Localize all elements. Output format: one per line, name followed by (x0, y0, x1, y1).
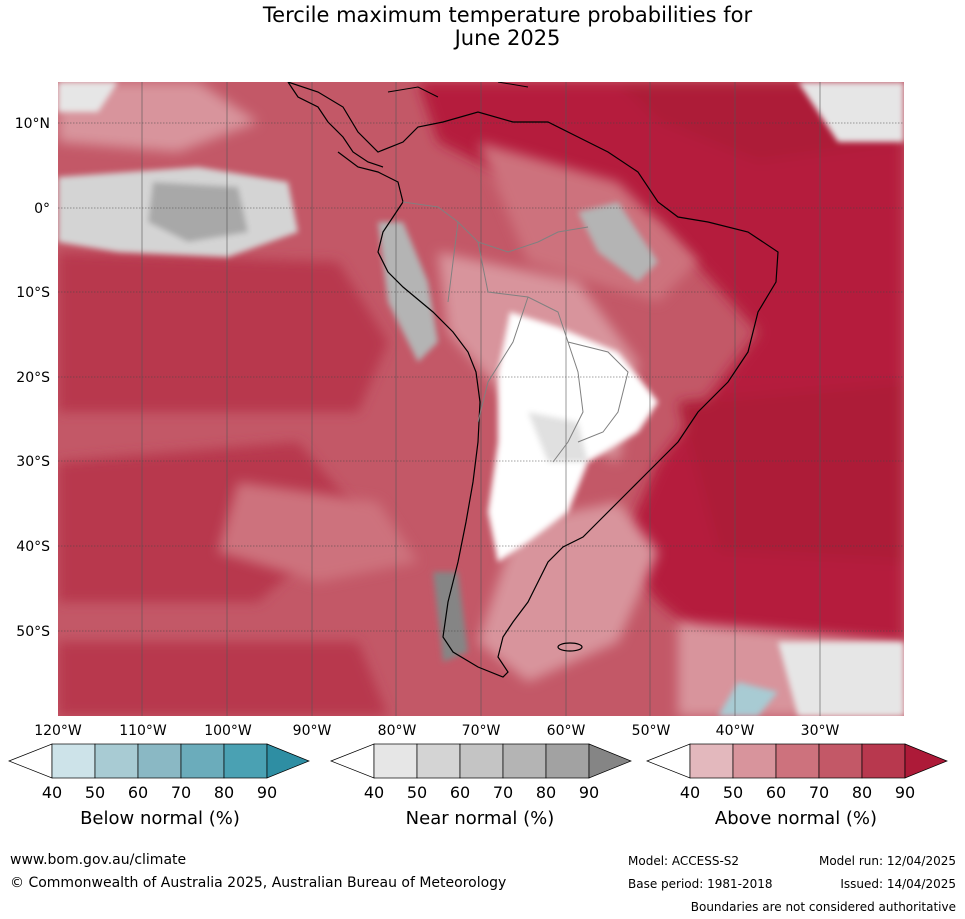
map-title: Tercile maximum temperature probabilitie… (0, 4, 965, 50)
near-tick: 80 (535, 783, 557, 802)
above-swatch-70-80 (818, 743, 863, 779)
near-normal-colorbar (330, 743, 632, 779)
caribbean-islands (387, 82, 529, 98)
above-tick: 40 (679, 783, 701, 802)
above-tick: 60 (765, 783, 787, 802)
below-tick: 40 (41, 783, 63, 802)
issued-date: Issued: 14/04/2025 (840, 877, 956, 891)
above-swatch-over (904, 743, 948, 779)
below-swatch-70-80 (180, 743, 225, 779)
below-tick: 90 (256, 783, 278, 802)
near-swatch-50-60 (416, 743, 461, 779)
above-swatch-50-60 (732, 743, 777, 779)
lon-label-40w: 40°W (715, 723, 755, 739)
below-swatch-40-50 (51, 743, 96, 779)
lon-label-60w: 60°W (546, 723, 586, 739)
lon-label-80w: 80°W (377, 723, 417, 739)
near-tick: 90 (578, 783, 600, 802)
near-swatch-70-80 (502, 743, 547, 779)
map-svg (58, 82, 904, 716)
near-tick: 70 (492, 783, 514, 802)
near-normal-areas (58, 82, 904, 716)
country-boundaries (402, 201, 629, 463)
lat-label-30s: 30°S (16, 454, 50, 470)
above-swatch-80-90 (861, 743, 906, 779)
near-normal-title: Near normal (%) (405, 808, 555, 829)
probability-map (58, 82, 904, 716)
boundaries-disclaimer: Boundaries are not considered authoritat… (690, 900, 956, 914)
below-tick: 80 (213, 783, 235, 802)
lat-label-10s: 10°S (16, 285, 50, 301)
below-swatch-80-90 (223, 743, 268, 779)
lat-label-40s: 40°S (16, 539, 50, 555)
below-tick: 50 (84, 783, 106, 802)
above-tick: 80 (851, 783, 873, 802)
title-line-2: June 2025 (454, 26, 561, 50)
white-low-prob-area (488, 312, 658, 562)
below-normal-title: Below normal (%) (80, 808, 240, 829)
below-swatch-under (8, 743, 53, 779)
lon-label-50w: 50°W (631, 723, 671, 739)
south-america-coastline (287, 82, 779, 678)
lon-label-30w: 30°W (800, 723, 840, 739)
above-swatch-under (646, 743, 691, 779)
lon-label-90w: 90°W (292, 723, 332, 739)
falkland-islands (557, 642, 583, 652)
title-line-1: Tercile maximum temperature probabilitie… (262, 3, 753, 27)
near-swatch-40-50 (373, 743, 418, 779)
model-name: Model: ACCESS-S2 (628, 854, 740, 868)
lon-label-110w: 110°W (119, 723, 167, 739)
near-swatch-over (588, 743, 632, 779)
lat-label-10n: 10°N (14, 116, 50, 132)
below-tick: 60 (127, 783, 149, 802)
model-run-date: Model run: 12/04/2025 (818, 854, 956, 868)
lat-label-50s: 50°S (16, 624, 50, 640)
below-swatch-over (266, 743, 310, 779)
above-tick: 50 (722, 783, 744, 802)
below-tick: 70 (170, 783, 192, 802)
below-swatch-50-60 (94, 743, 139, 779)
website-link[interactable]: www.bom.gov.au/climate (10, 852, 187, 868)
lat-label-20s: 20°S (16, 370, 50, 386)
base-period: Base period: 1981-2018 (628, 877, 773, 891)
near-swatch-80-90 (545, 743, 590, 779)
above-normal-title: Above normal (%) (714, 808, 878, 829)
central-america-coastline (287, 82, 384, 168)
above-tick: 70 (808, 783, 830, 802)
below-swatch-60-70 (137, 743, 182, 779)
above-normal-colorbar (646, 743, 948, 779)
near-swatch-60-70 (459, 743, 504, 779)
below-normal-colorbar (8, 743, 310, 779)
near-tick: 50 (406, 783, 428, 802)
near-tick: 60 (449, 783, 471, 802)
near-tick: 40 (363, 783, 385, 802)
lon-label-120w: 120°W (34, 723, 82, 739)
above-swatch-40-50 (689, 743, 734, 779)
meridians (141, 82, 821, 716)
above-tick: 90 (894, 783, 916, 802)
near-swatch-under (330, 743, 375, 779)
lat-label-equator: 0° (34, 201, 50, 217)
copyright-text: © Commonwealth of Australia 2025, Austra… (10, 875, 507, 891)
above-swatch-60-70 (775, 743, 820, 779)
lon-label-70w: 70°W (461, 723, 501, 739)
lon-label-100w: 100°W (204, 723, 252, 739)
